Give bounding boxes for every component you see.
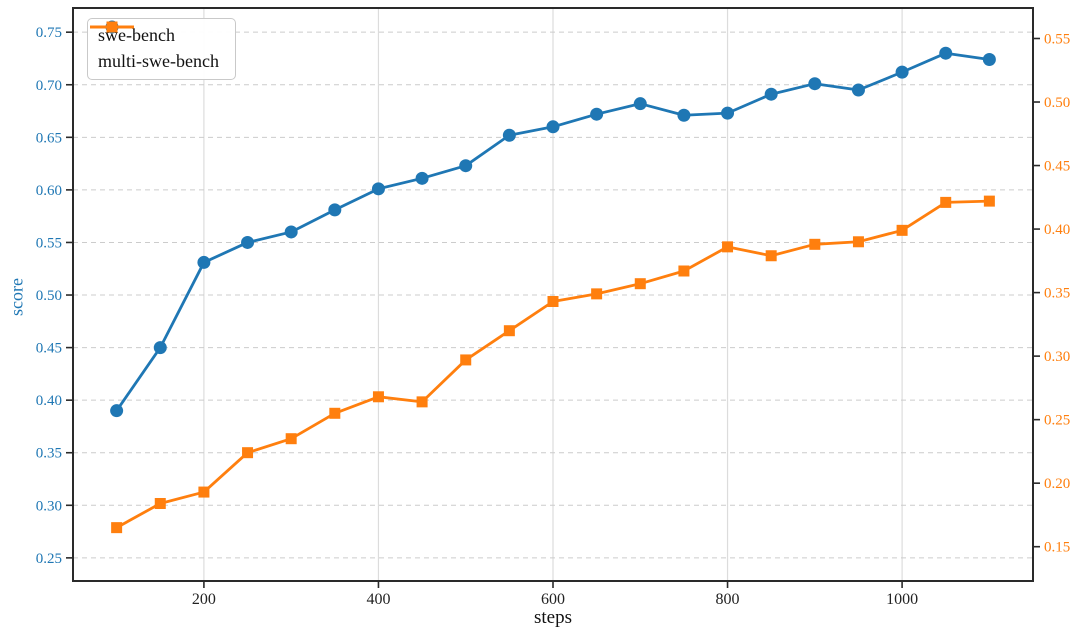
data-point-marker (502, 128, 516, 142)
x-tick-label: 1000 (886, 591, 918, 608)
y-tick-right-label: 0.45 (1044, 159, 1070, 175)
y-tick-left-label: 0.60 (36, 183, 62, 199)
legend-sample-marker (106, 21, 118, 33)
data-point-marker (371, 182, 385, 196)
data-point-marker (678, 265, 690, 277)
y-tick-left-label: 0.70 (36, 78, 62, 94)
x-tick-label: 200 (192, 591, 216, 608)
data-point-marker (634, 278, 646, 290)
data-point-marker (939, 46, 953, 60)
data-point-marker (633, 97, 647, 111)
data-point-marker (372, 391, 384, 403)
y-tick-left-label: 0.35 (36, 446, 62, 462)
data-point-marker (591, 288, 603, 300)
y-tick-right-label: 0.40 (1044, 222, 1070, 238)
data-point-marker (416, 396, 428, 408)
data-point-marker (851, 83, 865, 97)
y-tick-left-label: 0.55 (36, 235, 62, 251)
y-tick-right-label: 0.35 (1044, 286, 1070, 302)
data-point-marker (110, 404, 124, 418)
data-point-marker (721, 106, 735, 120)
y-tick-left-label: 0.75 (36, 25, 62, 41)
data-point-marker (940, 196, 952, 208)
data-point-marker (983, 195, 995, 207)
data-point-marker (241, 235, 255, 249)
data-point-marker (808, 77, 822, 91)
x-axis-label: steps (534, 607, 572, 628)
data-point-marker (677, 108, 691, 122)
data-point-marker (198, 486, 210, 498)
data-point-marker (329, 407, 341, 419)
data-point-marker (503, 325, 515, 337)
y-tick-left-label: 0.65 (36, 130, 62, 146)
data-point-marker (242, 447, 254, 459)
legend-label: multi-swe-bench (98, 50, 219, 71)
data-point-marker (153, 341, 167, 355)
y-tick-right-label: 0.15 (1044, 540, 1070, 556)
data-point-marker (895, 65, 909, 79)
x-tick-label: 400 (366, 591, 390, 608)
data-point-marker (546, 120, 560, 134)
y-tick-left-label: 0.50 (36, 288, 62, 304)
data-point-marker (111, 522, 123, 534)
data-point-marker (764, 87, 778, 101)
y-tick-right-label: 0.50 (1044, 95, 1070, 111)
data-point-marker (547, 295, 559, 307)
data-point-marker (460, 354, 472, 366)
data-point-marker (197, 255, 211, 269)
data-point-marker (765, 250, 777, 262)
x-tick-label: 600 (541, 591, 565, 608)
legend: swe-bench multi-swe-bench (87, 18, 236, 80)
legend-item-multi-swe-bench: multi-swe-bench (90, 21, 219, 72)
data-point-marker (154, 497, 166, 509)
y-tick-right-label: 0.30 (1044, 349, 1070, 365)
y-tick-right-label: 0.25 (1044, 413, 1070, 429)
data-point-marker (896, 224, 908, 236)
y-tick-right-label: 0.20 (1044, 476, 1070, 492)
data-point-marker (852, 236, 864, 248)
y-tick-left-label: 0.25 (36, 551, 62, 567)
data-point-marker (284, 225, 298, 239)
data-point-marker (590, 107, 604, 121)
y-tick-right-label: 0.55 (1044, 31, 1070, 47)
data-point-marker (722, 241, 734, 253)
data-point-marker (982, 53, 996, 67)
y-tick-left-label: 0.45 (36, 341, 62, 357)
x-tick-label: 800 (716, 591, 740, 608)
y-tick-left-label: 0.30 (36, 498, 62, 514)
legend-marker-square-icon (90, 21, 134, 33)
data-point-marker (328, 203, 342, 217)
data-point-marker (459, 159, 473, 173)
data-point-marker (285, 433, 297, 445)
data-point-marker (415, 171, 429, 185)
y-tick-left-label: 0.40 (36, 393, 62, 409)
y-axis-label: score (6, 278, 27, 316)
data-point-marker (809, 238, 821, 250)
